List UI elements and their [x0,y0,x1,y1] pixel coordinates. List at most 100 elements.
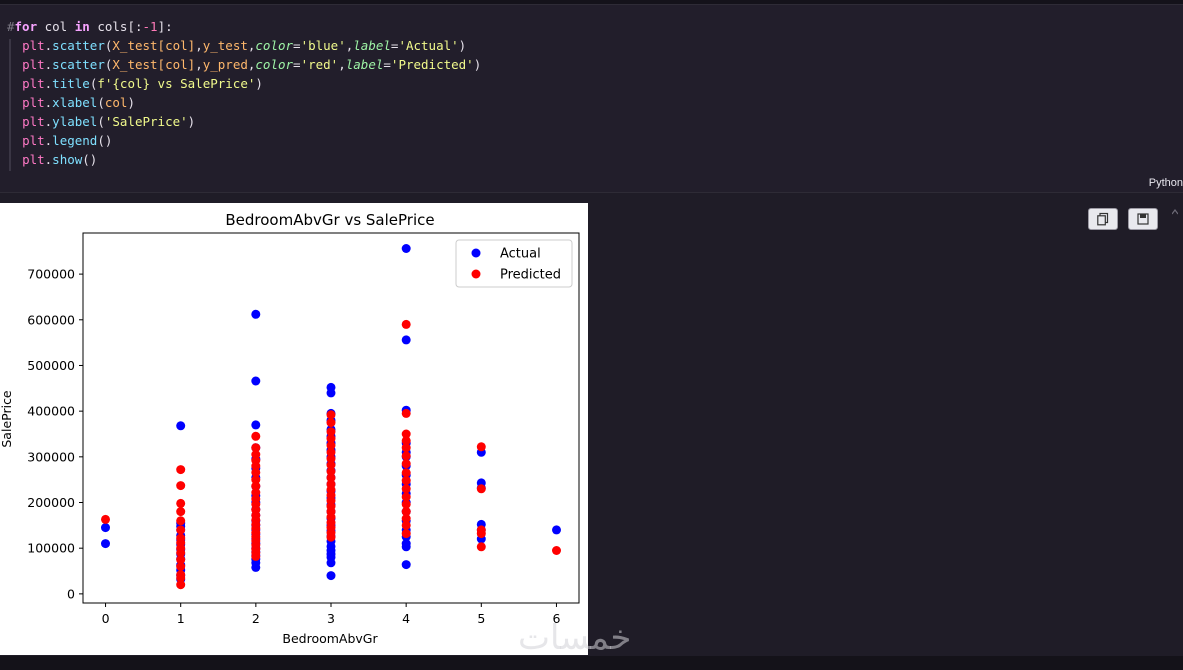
scatter-point-predicted [326,473,336,483]
code-line[interactable]: #for col in cols[:-1]: [7,17,481,36]
code-token: . [44,38,53,53]
code-token: plt [22,114,45,129]
code-token: X_test[col] [112,38,196,53]
code-line[interactable]: plt.title(f'{col} vs SalePrice') [7,74,481,93]
legend-marker-actual [471,248,481,258]
legend-label-predicted: Predicted [500,268,561,283]
code-token: . [44,57,53,72]
scatter-point-predicted [251,443,261,453]
code-line[interactable]: plt.legend() [7,131,481,150]
x-tick-label: 2 [252,611,260,626]
scatter-point-predicted [326,434,336,444]
code-token: , [195,38,203,53]
code-token: show [52,152,83,167]
scatter-point-actual [401,560,411,570]
code-token: X_test[col] [112,57,196,72]
scatter-point-predicted [401,484,411,494]
scatter-point-predicted [401,429,411,439]
code-line[interactable]: plt.show() [7,150,481,169]
scatter-point-predicted [326,460,336,470]
scatter-point-predicted [326,532,336,542]
code-token: ( [97,95,105,110]
code-token: , [247,38,256,53]
scatter-point-predicted [326,440,336,450]
code-token: , [195,57,203,72]
code-cell[interactable]: #for col in cols[:-1]: plt.scatter(X_tes… [0,5,1183,193]
scatter-point-predicted [401,459,411,469]
scatter-point-actual [401,335,411,345]
code-token: = [293,38,301,53]
code-token: color [255,57,294,72]
y-tick-label: 100000 [27,541,75,556]
scatter-point-predicted [401,492,411,502]
scatter-point-predicted [176,548,186,558]
scatter-point-predicted [326,447,336,457]
code-token: ( [104,57,113,72]
scatter-point-actual [251,376,261,386]
code-line[interactable]: plt.xlabel(col) [7,93,481,112]
y-tick-label: 600000 [27,312,75,327]
scatter-point-predicted [401,443,411,453]
scatter-point-predicted [476,542,486,552]
code-token: ) [458,38,467,53]
code-token: 'Predicted' [390,57,474,72]
code-token: in [74,19,90,34]
x-axis-label: BedroomAbvGr [282,631,378,646]
code-token: . [44,76,53,91]
scatter-point-predicted [476,529,486,539]
x-tick-label: 6 [552,611,560,626]
x-tick-label: 4 [402,611,410,626]
code-token: 'blue' [300,38,346,53]
code-token: scatter [52,38,105,53]
scatter-point-predicted [401,476,411,486]
legend-marker-predicted [471,269,481,279]
code-token: ( [97,114,105,129]
code-token: plt [22,57,45,72]
scatter-point-predicted [176,481,186,491]
scatter-point-predicted [251,475,261,485]
chart-title: BedroomAbvGr vs SalePrice [225,211,434,229]
scatter-point-predicted [101,514,110,524]
scatter-point-predicted [251,467,261,477]
scatter-point-predicted [251,461,261,471]
save-output-button[interactable] [1128,208,1158,230]
copy-output-button[interactable] [1088,208,1118,230]
code-token: plt [22,133,45,148]
scatter-point-actual [401,244,411,253]
code-line[interactable]: plt.ylabel('SalePrice') [7,112,481,131]
code-token: ( [104,38,113,53]
code-token: ]: [157,19,173,34]
scatter-point-actual [251,309,261,319]
cell-language-label[interactable]: Python [1148,177,1183,189]
code-token: col [37,19,75,34]
code-token: xlabel [52,95,98,110]
code-editor[interactable]: #for col in cols[:-1]: plt.scatter(X_tes… [7,17,481,169]
code-token: ( [89,76,98,91]
code-token: ) [187,114,196,129]
code-token: ) [255,76,263,91]
code-token: scatter [52,57,105,72]
scatter-point-predicted [176,507,186,517]
code-token: legend [52,133,98,148]
code-token: color [255,38,294,53]
x-tick-label: 0 [102,611,110,626]
code-token: ) [127,95,135,110]
code-token: . [44,152,53,167]
scatter-point-actual [176,421,186,431]
scatter-point-predicted [176,580,186,590]
scatter-point-predicted [401,468,411,478]
code-token: y_pred [202,57,248,72]
scatter-point-predicted [401,520,411,530]
scatter-point-predicted [251,488,261,497]
x-tick-label: 5 [477,611,485,626]
code-line[interactable]: plt.scatter(X_test[col],y_pred,color='re… [7,55,481,74]
scatter-point-predicted [401,529,411,539]
code-token [7,95,22,110]
code-token: = [390,38,399,53]
scroll-up-arrow-icon[interactable] [1172,208,1178,220]
code-token: . [44,133,53,148]
code-token: for [14,19,38,34]
code-token: title [52,76,90,91]
code-line[interactable]: plt.scatter(X_test[col],y_test,color='bl… [7,36,481,55]
code-token: , [338,57,346,72]
